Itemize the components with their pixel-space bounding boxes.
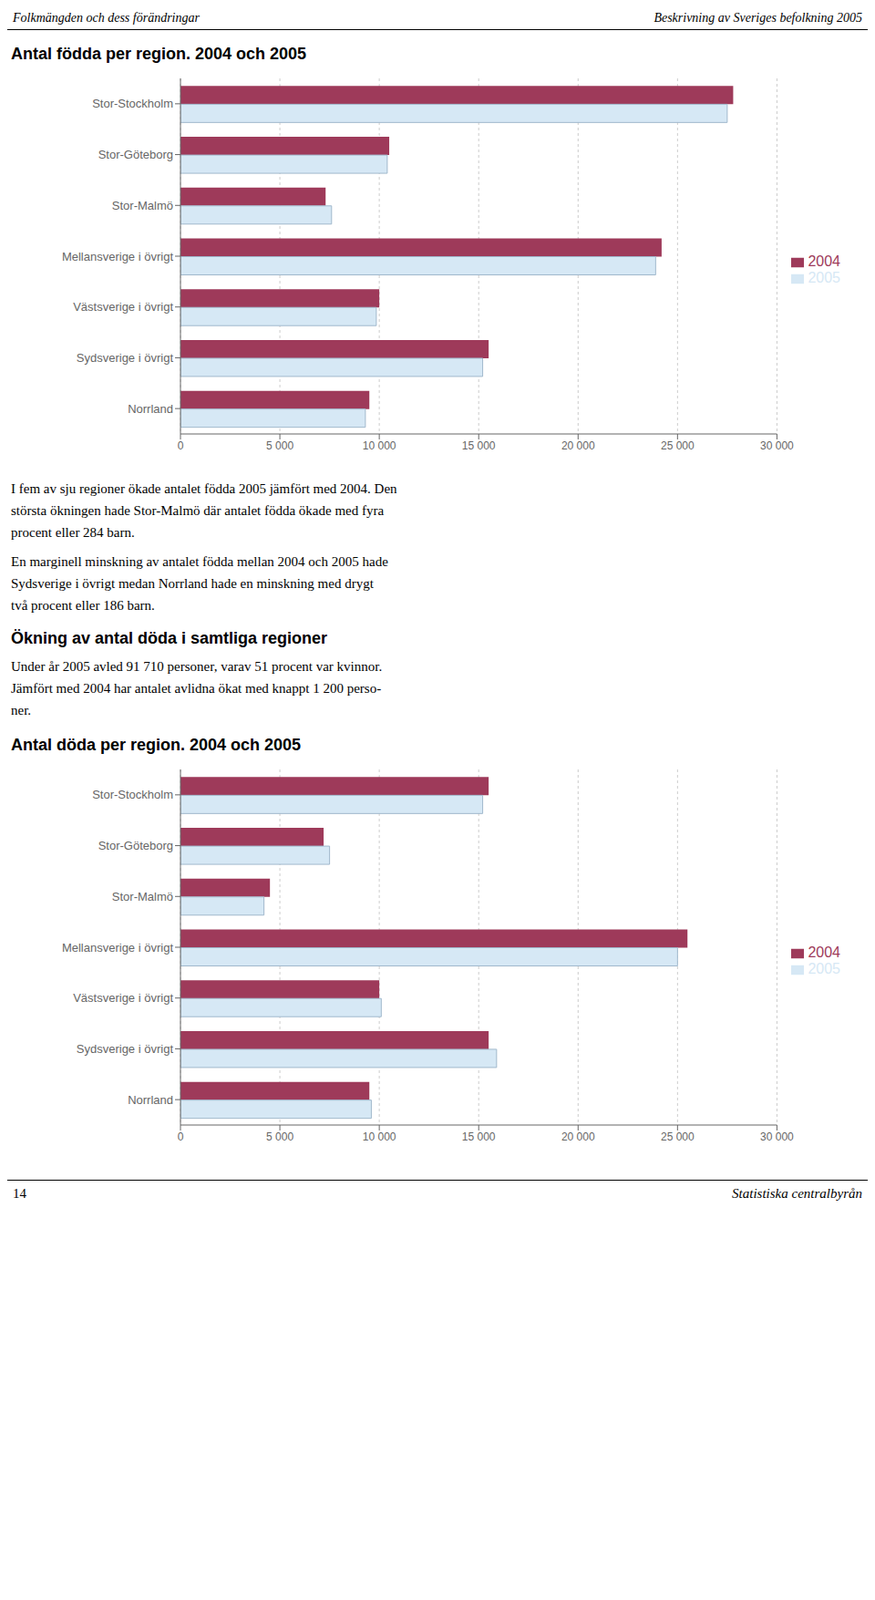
svg-text:25 000: 25 000 (660, 1130, 695, 1143)
svg-text:Norrland: Norrland (127, 1092, 174, 1107)
svg-text:Stor-Göteborg: Stor-Göteborg (98, 838, 174, 853)
svg-text:Stor-Malmö: Stor-Malmö (112, 889, 174, 904)
svg-text:0: 0 (177, 1130, 185, 1143)
svg-text:20 000: 20 000 (561, 439, 596, 453)
svg-text:10 000: 10 000 (362, 439, 397, 453)
svg-text:Stor-Göteborg: Stor-Göteborg (98, 147, 174, 162)
svg-text:Sydsverige i övrigt: Sydsverige i övrigt (76, 350, 175, 365)
html-text:Antal döda per region. 2004 oc: Antal döda per region. 2004 och 2005 (10, 735, 301, 754)
svg-text:Mellansverige i övrigt: Mellansverige i övrigt (61, 249, 174, 264)
svg-text:Stor-Malmö: Stor-Malmö (112, 198, 174, 213)
html-text:Antal födda per region. 2004 o: Antal födda per region. 2004 och 2005 (10, 44, 307, 63)
html-text:Beskrivning av Sveriges befolk: Beskrivning av Sveriges befolkning 2005 (653, 10, 863, 25)
svg-text:15 000: 15 000 (462, 439, 496, 453)
svg-text:30 000: 30 000 (760, 1130, 794, 1143)
svg-text:Sydsverige i övrigt: Sydsverige i övrigt (76, 1041, 175, 1056)
html-text:2005: 2005 (807, 960, 841, 977)
svg-text:Stor-Stockholm: Stor-Stockholm (92, 96, 174, 111)
html-text:Folkmängden och dess förändrin: Folkmängden och dess förändringar (12, 10, 200, 25)
svg-text:20 000: 20 000 (561, 1130, 596, 1143)
svg-text:25 000: 25 000 (660, 439, 695, 453)
html-text:En marginell minskning av anta: En marginell minskning av antalet födda … (10, 554, 389, 613)
html-text:2004: 2004 (807, 944, 841, 960)
svg-text:Mellansverige i övrigt: Mellansverige i övrigt (61, 940, 174, 955)
svg-text:Stor-Stockholm: Stor-Stockholm (92, 787, 174, 802)
svg-text:30 000: 30 000 (760, 439, 794, 453)
svg-text:Västsverige i övrigt: Västsverige i övrigt (72, 299, 174, 314)
html-text:2004: 2004 (807, 253, 841, 269)
html-text:Statistiska centralbyrån: Statistiska centralbyrån (731, 1185, 863, 1201)
html-text:I fem av sju regioner ökade an: I fem av sju regioner ökade antalet född… (10, 481, 398, 540)
html-text:2005: 2005 (807, 269, 841, 286)
svg-text:5 000: 5 000 (266, 1130, 294, 1143)
svg-text:0: 0 (177, 439, 185, 453)
html-text:Under år 2005 avled 91 710 per: Under år 2005 avled 91 710 personer, var… (10, 658, 383, 718)
html-text:14: 14 (12, 1185, 27, 1201)
svg-text:Västsverige i övrigt: Västsverige i övrigt (72, 990, 174, 1005)
html-text:Ökning av antal döda i samtlig: Ökning av antal döda i samtliga regioner (10, 628, 328, 648)
svg-text:Norrland: Norrland (127, 401, 174, 416)
svg-text:5 000: 5 000 (266, 439, 294, 453)
svg-text:15 000: 15 000 (462, 1130, 496, 1143)
svg-text:10 000: 10 000 (362, 1130, 397, 1143)
